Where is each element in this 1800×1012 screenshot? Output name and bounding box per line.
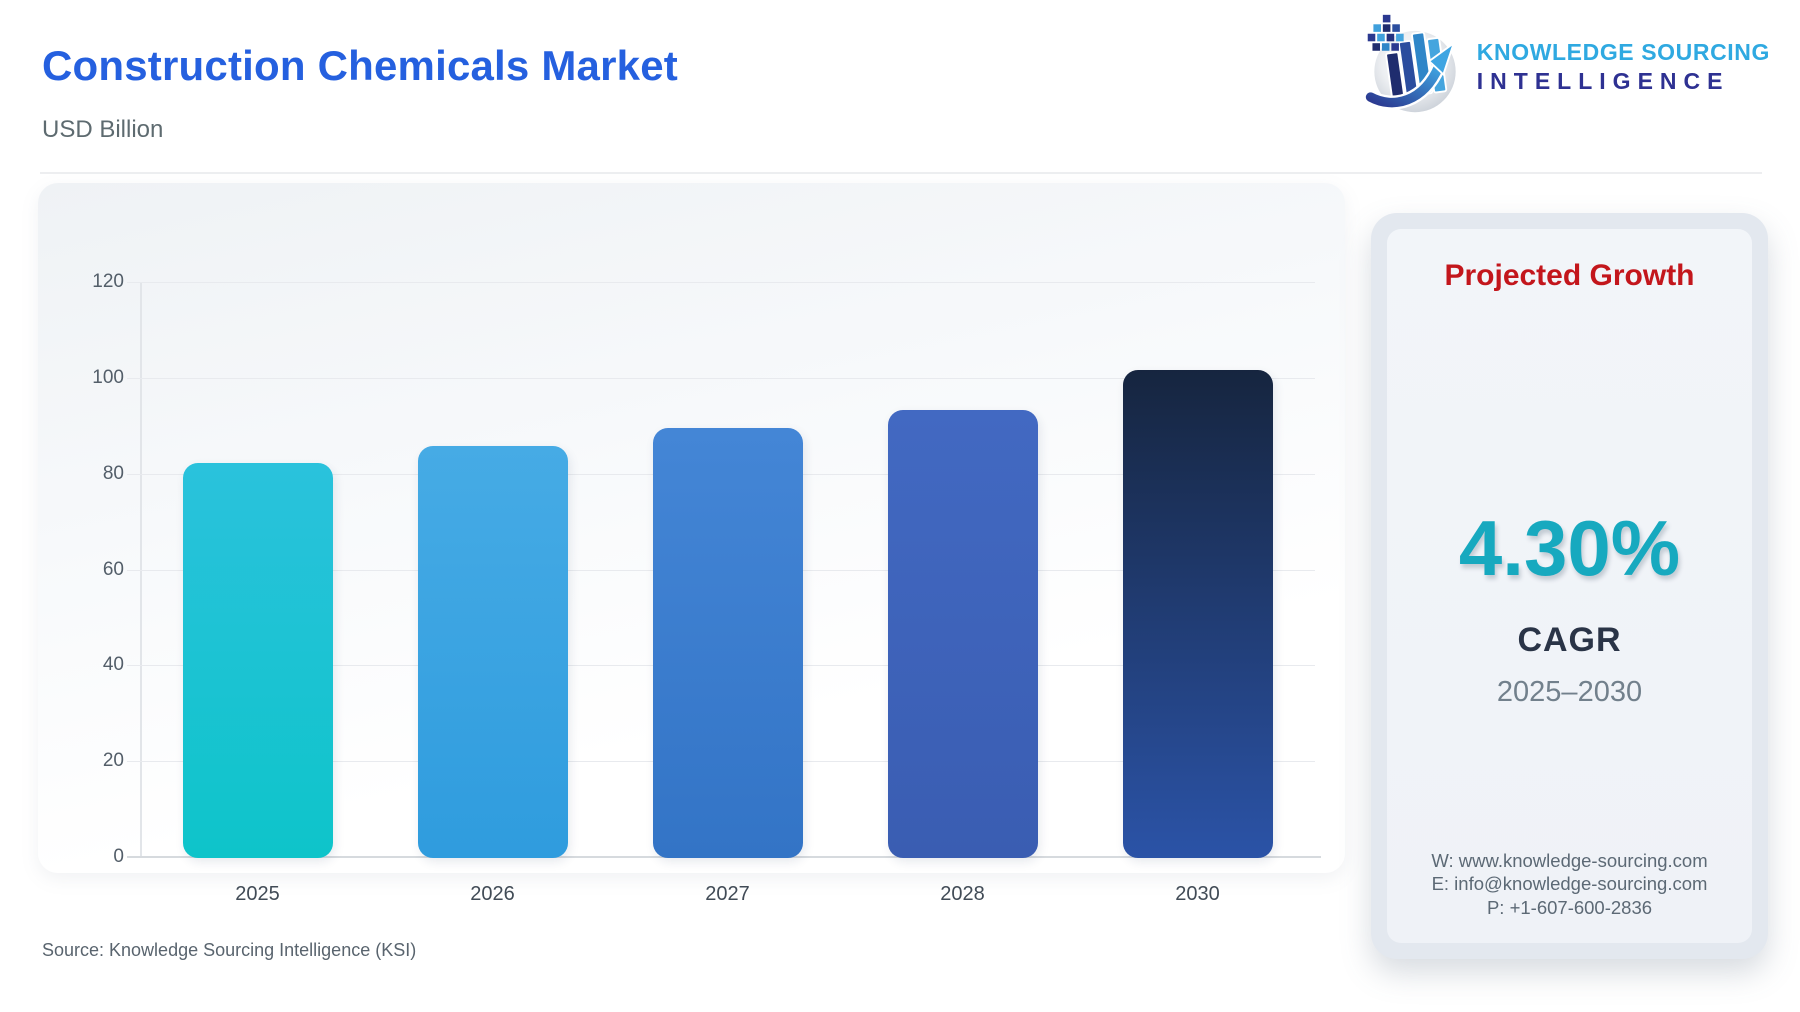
chart-region: 0 20 40 60 80 100 120 2025 2026 2027 2028 2030: [38, 183, 1345, 928]
bar-2030: [1122, 370, 1273, 858]
y-tick-label-100: 100: [92, 366, 124, 388]
contact-email: E: info@knowledge-sourcing.com: [1431, 873, 1708, 894]
plot-area: [127, 282, 1321, 858]
projected-growth-panel: Projected Growth 4.30% CAGR 2025–2030 W:…: [1371, 213, 1768, 959]
gridline-100: [127, 377, 1315, 379]
contact-website: W: www.knowledge-sourcing.com: [1431, 849, 1708, 871]
y-axis-labels: 0 20 40 60 80 100 120: [38, 271, 124, 867]
bar-2027: [652, 428, 803, 858]
y-tick-label-20: 20: [102, 750, 124, 772]
logo-line-2: INTELLIGENCE: [1476, 67, 1730, 94]
y-tick-label-0: 0: [113, 846, 124, 867]
y-axis-line: [140, 283, 142, 858]
y-tick-label-60: 60: [102, 558, 124, 580]
cagr-value: 4.30%: [1458, 504, 1681, 592]
contact-phone: P: +1-607-600-2836: [1486, 896, 1653, 918]
x-axis-label-2025: 2025: [235, 883, 280, 905]
panel-heading: Projected Growth: [1444, 259, 1695, 292]
cagr-label: CAGR: [1517, 621, 1622, 659]
x-axis-label-2030: 2030: [1175, 883, 1220, 905]
x-axis-label-2026: 2026: [470, 883, 515, 905]
company-logo: KNOWLEDGE SOURCING INTELLIGENCE: [1363, 12, 1770, 121]
projected-growth-panel-inner: Projected Growth 4.30% CAGR 2025–2030 W:…: [1387, 229, 1752, 943]
cagr-period: 2025–2030: [1496, 676, 1643, 708]
y-tick-label-40: 40: [102, 654, 124, 676]
bar-2025: [182, 463, 333, 858]
company-logo-text: KNOWLEDGE SOURCING INTELLIGENCE: [1477, 38, 1770, 94]
x-axis-label-2027: 2027: [705, 883, 750, 905]
bar-2026: [417, 445, 568, 858]
bar-2028: [887, 409, 1038, 858]
bars: [140, 283, 1315, 858]
header-divider: [40, 172, 1762, 174]
y-tick-label-80: 80: [102, 462, 124, 484]
unit-subtitle: USD Billion: [42, 116, 164, 143]
x-axis-label-2028: 2028: [940, 883, 985, 905]
contact-block: W: www.knowledge-sourcing.com E: info@kn…: [1431, 849, 1707, 944]
y-tick-label-120: 120: [92, 271, 124, 292]
ksi-globe-bars-arrow-icon: [1363, 12, 1467, 121]
gridline-120: [127, 282, 1315, 283]
x-axis-labels: 2025 2026 2027 2028 2030: [140, 883, 1315, 906]
source-note: Source: Knowledge Sourcing Intelligence …: [42, 940, 417, 960]
logo-line-1: KNOWLEDGE SOURCING: [1476, 39, 1770, 66]
page-title: Construction Chemicals Market: [42, 42, 678, 89]
